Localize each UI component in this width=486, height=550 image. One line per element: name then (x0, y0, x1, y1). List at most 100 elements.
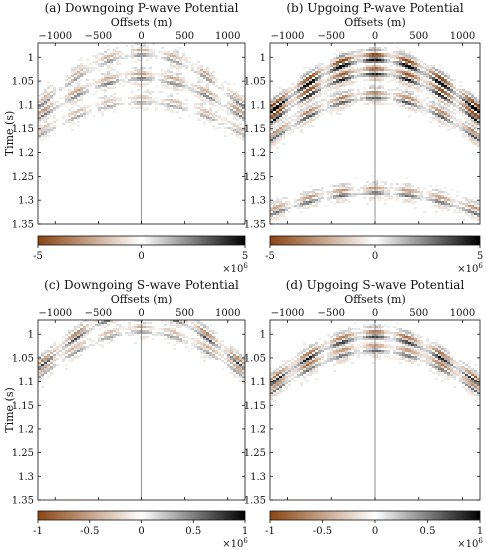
wavefield-sample (357, 356, 360, 358)
wavefield-sample (306, 191, 309, 193)
wavefield-sample (447, 209, 450, 211)
wavefield-sample (471, 107, 474, 109)
wavefield-sample (348, 183, 351, 185)
wavefield-sample (315, 95, 318, 97)
wavefield-sample (125, 73, 128, 75)
wavefield-sample (215, 356, 218, 358)
wavefield-sample (450, 205, 453, 207)
wavefield-sample (375, 71, 378, 73)
wavefield-sample (113, 49, 116, 51)
wavefield-sample (411, 107, 414, 109)
wavefield-sample (86, 71, 89, 73)
wavefield-sample (227, 358, 230, 360)
wavefield-sample (348, 97, 351, 99)
wavefield-sample (417, 354, 420, 356)
wavefield-sample (212, 97, 215, 99)
wavefield-sample (471, 368, 474, 370)
wavefield-sample (56, 354, 59, 356)
wavefield-sample (182, 320, 185, 322)
wavefield-sample (357, 69, 360, 71)
wavefield-sample (276, 141, 279, 143)
wavefield-sample (152, 77, 155, 79)
wavefield-sample (80, 95, 83, 97)
wavefield-sample (441, 117, 444, 119)
wavefield-sample (113, 101, 116, 103)
wavefield-sample (300, 384, 303, 386)
wavefield-sample (285, 374, 288, 376)
wavefield-sample (330, 71, 333, 73)
wavefield-sample (179, 103, 182, 105)
wavefield-sample (282, 109, 285, 111)
wavefield-sample (408, 195, 411, 197)
wavefield-sample (333, 101, 336, 103)
y-tick-label: 1.05 (244, 77, 266, 88)
wavefield-sample (474, 388, 477, 390)
wavefield-sample (462, 135, 465, 137)
wavefield-sample (276, 147, 279, 149)
wavefield-sample (375, 185, 378, 187)
wavefield-sample (179, 107, 182, 109)
wavefield-sample (324, 342, 327, 344)
wavefield-sample (146, 77, 149, 79)
wavefield-sample (279, 366, 282, 368)
wavefield-sample (50, 350, 53, 352)
wavefield-sample (402, 189, 405, 191)
wavefield-sample (402, 75, 405, 77)
wavefield-sample (471, 394, 474, 396)
wavefield-sample (474, 135, 477, 137)
wavefield-sample (131, 328, 134, 330)
wavefield-sample (221, 354, 224, 356)
wavefield-sample (297, 85, 300, 87)
wavefield-sample (173, 324, 176, 326)
wavefield-sample (242, 115, 245, 117)
wavefield-sample (372, 57, 375, 59)
wavefield-sample (444, 81, 447, 83)
wavefield-sample (327, 354, 330, 356)
wavefield-sample (77, 93, 80, 95)
wavefield-sample (270, 374, 273, 376)
wavefield-sample (209, 73, 212, 75)
wavefield-sample (438, 89, 441, 91)
wavefield-sample (477, 125, 480, 127)
wavefield-sample (366, 49, 369, 51)
wavefield-sample (74, 111, 77, 113)
wavefield-sample (227, 127, 230, 129)
wavefield-sample (47, 81, 50, 83)
wavefield-sample (282, 374, 285, 376)
wavefield-sample (209, 324, 212, 326)
wavefield-sample (441, 346, 444, 348)
wavefield-sample (405, 177, 408, 179)
y-tick-label: 1 (28, 330, 34, 341)
wavefield-sample (477, 121, 480, 123)
wavefield-sample (291, 374, 294, 376)
wavefield-sample (441, 85, 444, 87)
wavefield-sample (414, 81, 417, 83)
wavefield-sample (426, 193, 429, 195)
wavefield-sample (77, 356, 80, 358)
wavefield-sample (230, 346, 233, 348)
wavefield-sample (336, 85, 339, 87)
wavefield-sample (167, 105, 170, 107)
wavefield-sample (330, 69, 333, 71)
wavefield-sample (429, 65, 432, 67)
wavefield-sample (378, 199, 381, 201)
wavefield-sample (173, 344, 176, 346)
wavefield-sample (164, 105, 167, 107)
wavefield-sample (339, 99, 342, 101)
wavefield-sample (161, 334, 164, 336)
wavefield-sample (176, 53, 179, 55)
wavefield-sample (303, 364, 306, 366)
wavefield-sample (327, 348, 330, 350)
wavefield-sample (306, 85, 309, 87)
wavefield-sample (104, 63, 107, 65)
wavefield-sample (273, 141, 276, 143)
wavefield-sample (414, 338, 417, 340)
wavefield-sample (227, 366, 230, 368)
wavefield-sample (435, 362, 438, 364)
wavefield-sample (303, 111, 306, 113)
wavefield-sample (444, 195, 447, 197)
wavefield-sample (137, 330, 140, 332)
wavefield-sample (345, 185, 348, 187)
wavefield-sample (354, 322, 357, 324)
wavefield-sample (233, 354, 236, 356)
